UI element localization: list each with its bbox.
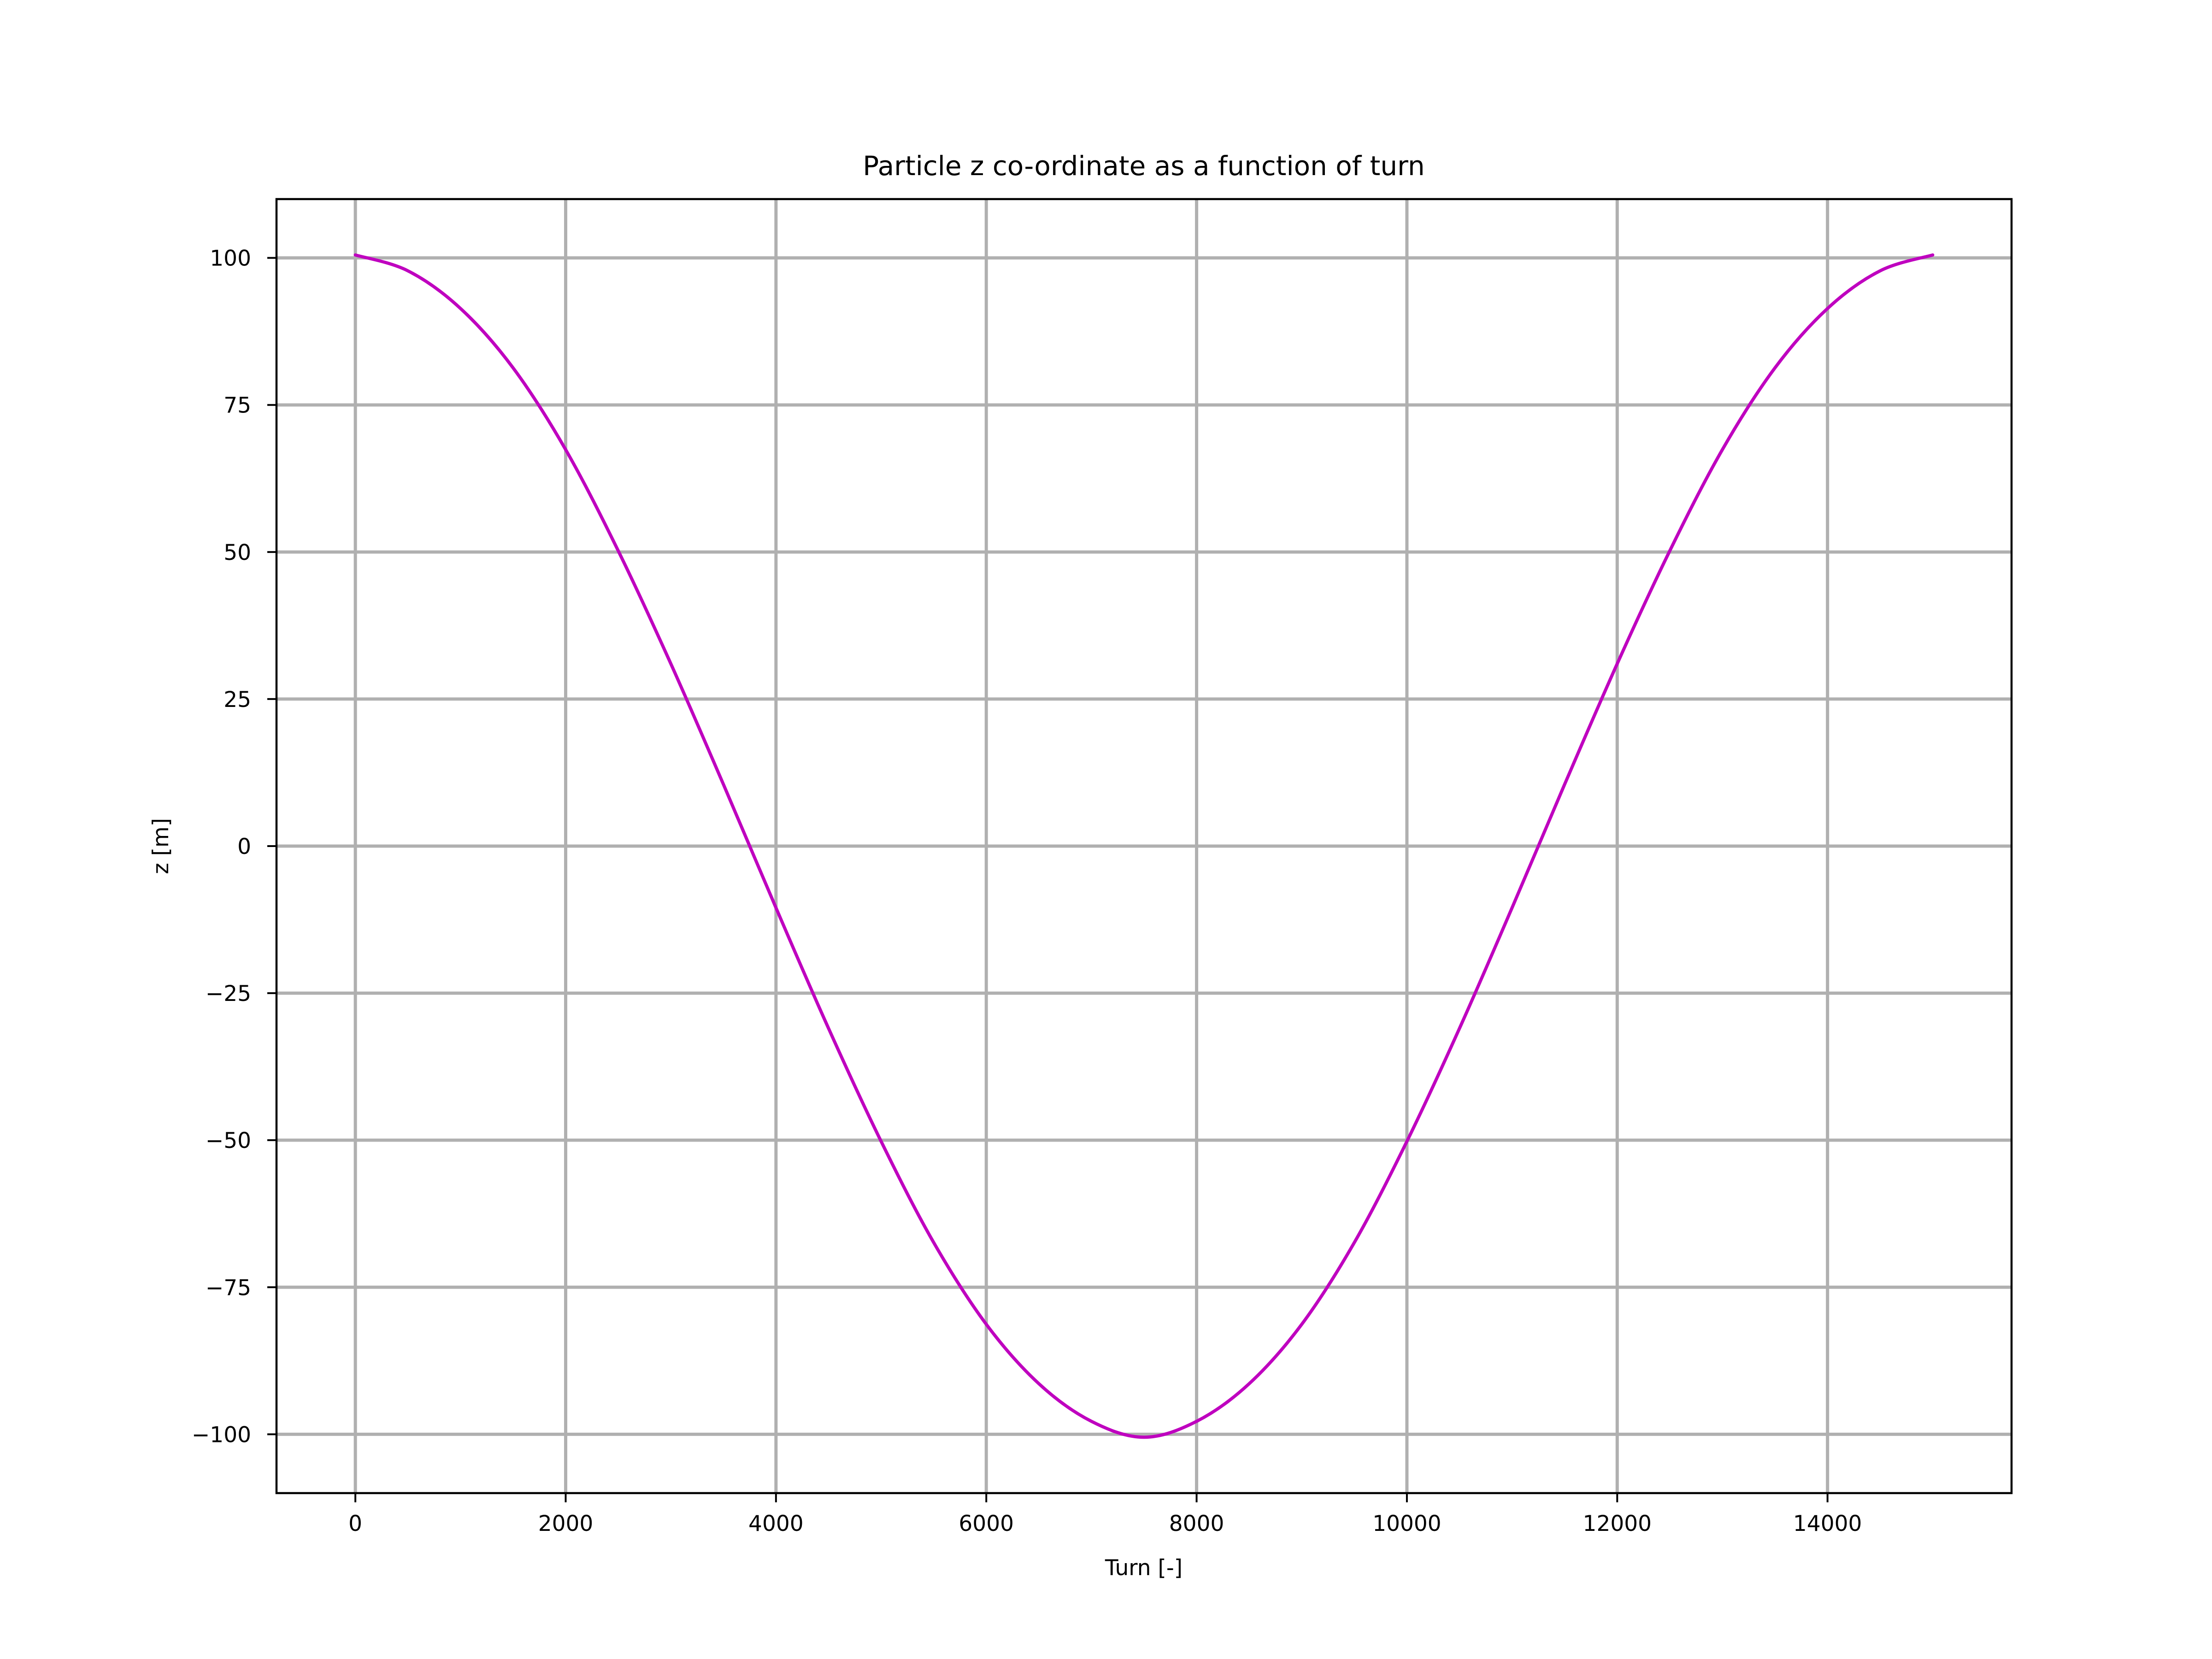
plot-area [353,253,1935,1439]
x-tick-label: 8000 [1169,1511,1224,1536]
x-tick-label: 4000 [748,1511,804,1536]
x-tick-label: 6000 [959,1511,1014,1536]
y-tick-label: −100 [192,1422,251,1447]
chart-title: Particle z co-ordinate as a function of … [863,150,1424,182]
series-line [353,253,1935,1439]
y-tick-label: 25 [224,687,251,712]
y-tick-label: 75 [224,393,251,418]
x-tick-label: 12000 [1583,1511,1652,1536]
x-tick-label: 2000 [538,1511,594,1536]
y-tick-label: −75 [206,1275,251,1300]
y-tick-label: 0 [237,834,251,859]
y-axis-label: z [m] [148,818,174,874]
y-tick-label: 50 [224,540,251,565]
y-tick-label: −50 [206,1128,251,1153]
y-tick-label: 100 [210,246,251,271]
y-tick-label: −25 [206,981,251,1006]
ticks: 0 2000 4000 6000 8000 10000 12000 14000 100 75 50 2… [192,246,1862,1536]
x-tick-label: 0 [348,1511,362,1536]
x-tick-label: 10000 [1372,1511,1441,1536]
x-axis-label: Turn [-] [1105,1555,1182,1581]
grid [276,199,2012,1493]
x-tick-label: 14000 [1793,1511,1862,1536]
